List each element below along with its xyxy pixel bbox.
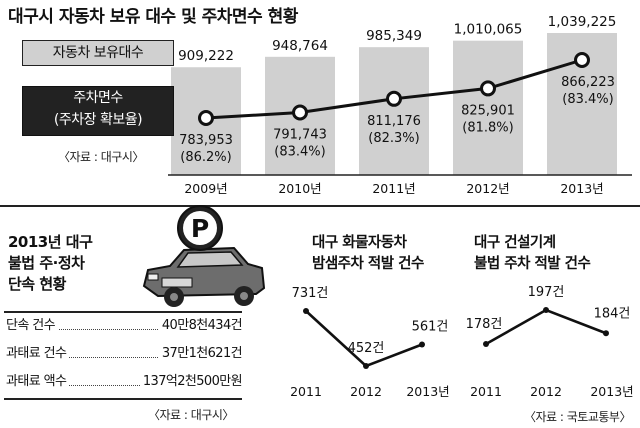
stat-row-count: 단속 건수 40만8천434건 xyxy=(6,315,243,337)
data-label: 184건 xyxy=(594,306,631,321)
parking-sign-letter: P xyxy=(191,214,209,243)
parking-marker xyxy=(574,52,590,68)
machine-chart-title: 대구 건설기계 불법 주차 적발 건수 xyxy=(474,233,591,275)
machine-title-line: 대구 건설기계 xyxy=(474,235,556,251)
car-headlight xyxy=(147,273,159,281)
data-label: 178건 xyxy=(466,317,503,332)
truck-chart-title: 대구 화물자동차 밤샘주차 적발 건수 xyxy=(312,233,424,275)
car-count-label: 1,010,065 xyxy=(454,22,523,38)
x-tick-label: 2012년 xyxy=(466,181,509,196)
car-count-bar xyxy=(453,40,523,176)
parking-count-label: 791,743 xyxy=(273,128,327,143)
series-point xyxy=(363,363,369,369)
parking-rate-label: (83.4%) xyxy=(562,92,613,107)
series-point xyxy=(419,341,425,348)
legend-parking-sub: (주차장 확보율) xyxy=(53,112,143,128)
enforcement-title-line: 불법 주·정차 xyxy=(8,254,85,272)
parking-marker xyxy=(198,110,214,126)
car-count-label: 985,349 xyxy=(366,28,422,44)
parking-count-label: 811,176 xyxy=(367,114,421,129)
car-plate xyxy=(161,277,193,288)
data-label: 561건 xyxy=(412,320,449,335)
enforcement-title-line: 단속 현황 xyxy=(8,275,66,293)
stat-dots xyxy=(6,329,242,330)
series-line xyxy=(485,308,607,346)
data-label: 452건 xyxy=(348,341,385,356)
enforcement-title-line: 2013년 대구 xyxy=(8,233,93,251)
car-illustration: P xyxy=(142,205,266,307)
car-count-label: 948,764 xyxy=(272,38,328,54)
parking-rate-label: (81.8%) xyxy=(462,120,513,135)
car-windshield xyxy=(176,251,244,268)
parking-count-label: 866,223 xyxy=(561,75,615,90)
machine-title-line: 불법 주차 적발 건수 xyxy=(474,256,591,272)
truck-chart: 731건 452건 561건 2011 2012 2013년 xyxy=(290,286,450,399)
x-tick-label: 2013년 xyxy=(406,384,449,399)
stat-row-fine-amount: 과태료 액수 137억2천500만원 xyxy=(6,371,243,393)
car-hub xyxy=(240,292,248,300)
car-hub xyxy=(170,293,178,301)
x-tick-label: 2010년 xyxy=(278,181,321,196)
parking-marker xyxy=(292,104,308,121)
bottom-source: 〈자료 : 국토교통부〉 xyxy=(524,410,631,424)
x-tick-label: 2013년 xyxy=(560,181,603,196)
truck-title-line: 밤샘주차 적발 건수 xyxy=(312,256,424,272)
parking-count-label: 825,901 xyxy=(461,103,515,118)
legend-car-count: 자동차 보유대수 xyxy=(22,40,174,66)
stat-bottom-rule xyxy=(4,398,242,400)
car-count-label: 909,222 xyxy=(178,48,234,64)
stat-dots xyxy=(6,357,242,358)
series-point xyxy=(303,308,309,314)
stat-dots xyxy=(6,385,242,386)
data-label: 197건 xyxy=(528,285,565,300)
parking-rate-label: (82.3%) xyxy=(368,131,419,146)
parking-marker xyxy=(386,90,402,107)
enforcement-title: 2013년 대구 불법 주·정차 단속 현황 xyxy=(8,232,93,295)
x-tick-label: 2012 xyxy=(530,384,562,399)
page-title: 대구시 자동차 보유 대수 및 주차면수 현황 xyxy=(8,7,298,27)
parking-marker xyxy=(480,80,496,97)
x-tick-label: 2013년 xyxy=(590,384,633,399)
stat-label: 단속 건수 xyxy=(6,315,58,337)
main-source: 〈자료 : 대구시〉 xyxy=(58,150,144,164)
truck-title-line: 대구 화물자동차 xyxy=(312,235,407,251)
legend-parking-name: 주차면수 xyxy=(73,90,123,106)
parking-count-label: 783,953 xyxy=(179,133,233,148)
x-tick-label: 2011 xyxy=(290,384,322,399)
series-point xyxy=(603,330,609,337)
car-count-bar xyxy=(359,47,429,175)
stat-value: 40만8천434건 xyxy=(158,315,243,337)
enforcement-source: 〈자료 : 대구시〉 xyxy=(148,408,234,422)
stat-top-rule xyxy=(4,311,242,313)
car-count-label: 1,039,225 xyxy=(548,14,617,30)
parking-sign-face xyxy=(183,211,217,245)
stat-value: 137억2천500만원 xyxy=(139,371,243,393)
series-point xyxy=(483,341,489,347)
data-label: 731건 xyxy=(292,286,329,301)
x-tick-label: 2011년 xyxy=(372,181,415,196)
stat-row-fine-count: 과태료 건수 37만1천621건 xyxy=(6,343,243,365)
machine-chart: 178건 197건 184건 2011 2012 2013년 xyxy=(466,285,634,399)
parking-rate-label: (83.4%) xyxy=(274,145,325,160)
stat-label: 과태료 액수 xyxy=(6,371,70,393)
series-point xyxy=(543,307,549,313)
parking-rate-label: (86.2%) xyxy=(180,150,231,165)
stat-label: 과태료 건수 xyxy=(6,343,70,365)
x-tick-label: 2011 xyxy=(470,384,502,399)
stat-value: 37만1천621건 xyxy=(158,343,243,365)
x-tick-label: 2012 xyxy=(350,384,382,399)
divider xyxy=(0,205,640,207)
x-tick-label: 2009년 xyxy=(184,181,227,196)
series-line xyxy=(305,310,423,368)
legend-parking: 주차면수 (주차장 확보율) xyxy=(22,86,174,136)
